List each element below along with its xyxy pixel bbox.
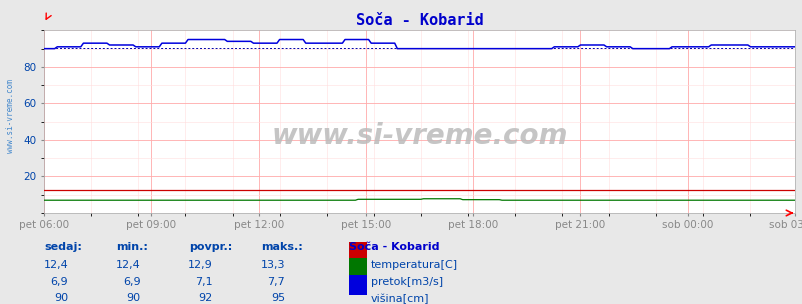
Text: sedaj:: sedaj: [44,242,82,252]
Text: 95: 95 [270,293,285,303]
Text: www.si-vreme.com: www.si-vreme.com [271,122,567,150]
Text: pretok[m3/s]: pretok[m3/s] [371,277,443,287]
Title: Soča - Kobarid: Soča - Kobarid [355,13,483,28]
Text: 13,3: 13,3 [260,260,285,270]
Text: 6,9: 6,9 [123,277,140,287]
Text: temperatura[C]: temperatura[C] [371,260,457,270]
Text: povpr.:: povpr.: [188,242,232,252]
Text: 7,1: 7,1 [195,277,213,287]
Text: 92: 92 [198,293,213,303]
Text: 12,4: 12,4 [43,260,68,270]
Text: 6,9: 6,9 [51,277,68,287]
Text: maks.:: maks.: [261,242,302,252]
Text: 90: 90 [126,293,140,303]
Text: 12,9: 12,9 [188,260,213,270]
Text: 12,4: 12,4 [115,260,140,270]
Text: Soča - Kobarid: Soča - Kobarid [349,242,439,252]
Text: višina[cm]: višina[cm] [371,293,429,304]
Text: min.:: min.: [116,242,148,252]
Text: 7,7: 7,7 [267,277,285,287]
Text: www.si-vreme.com: www.si-vreme.com [6,78,15,153]
Text: 90: 90 [54,293,68,303]
